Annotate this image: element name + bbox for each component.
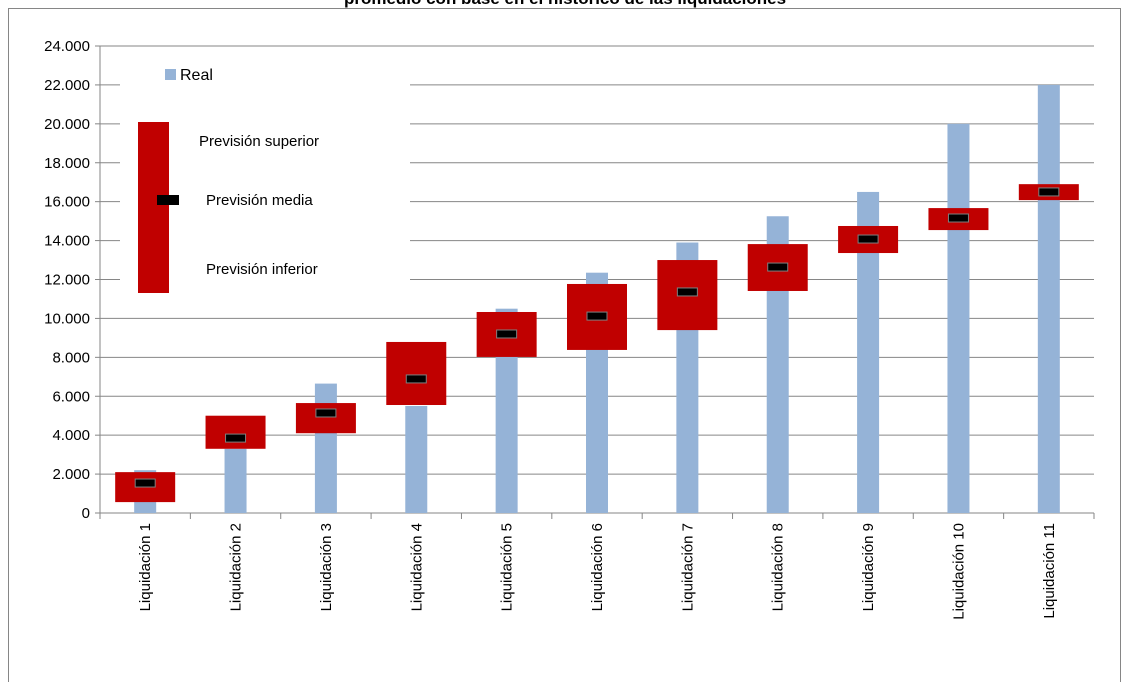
x-tick-label: Liquidación 4: [408, 523, 425, 611]
bar: [1037, 84, 1060, 514]
forecast-mean: [767, 262, 789, 272]
forecast-box: [205, 415, 266, 449]
forecast-mean: [225, 433, 247, 443]
x-tick-label: Liquidación 10: [950, 523, 967, 620]
legend-swatch: [157, 195, 179, 205]
y-tick-label: 12.000: [44, 272, 90, 289]
forecast-box: [295, 403, 356, 434]
y-tick-label: 18.000: [44, 155, 90, 172]
y-tick-label: 24.000: [44, 38, 90, 55]
x-tick-label: Liquidación 9: [860, 523, 877, 611]
bar: [495, 308, 518, 513]
legend-label: Previsión superior: [199, 133, 319, 150]
x-tick-label: Liquidación 6: [589, 523, 606, 611]
y-tick-label: 6.000: [52, 388, 90, 405]
bar: [405, 405, 428, 513]
forecast-box: [386, 341, 447, 406]
forecast-mean: [134, 478, 156, 488]
chart-title: promedio con base en el histórico de las…: [344, 0, 786, 8]
legend-label: Previsión inferior: [206, 261, 318, 278]
forecast-mean: [947, 213, 969, 223]
y-tick-label: 0: [82, 505, 90, 522]
legend-label: Real: [180, 67, 213, 84]
y-tick-label: 14.000: [44, 233, 90, 250]
forecast-mean: [676, 287, 698, 297]
forecast-mean: [496, 329, 518, 339]
x-tick-label: Liquidación 8: [770, 523, 787, 611]
x-tick-label: Liquidación 3: [318, 523, 335, 611]
x-tick-label: Liquidación 1: [137, 523, 154, 611]
y-tick-label: 22.000: [44, 77, 90, 94]
forecast-mean: [857, 234, 879, 244]
forecast-mean: [586, 311, 608, 321]
x-tick-label: Liquidación 2: [228, 523, 245, 611]
bar: [314, 383, 337, 513]
y-tick-label: 10.000: [44, 310, 90, 327]
bar: [224, 448, 247, 513]
forecast-mean: [315, 408, 337, 418]
legend-swatch: [165, 69, 176, 80]
y-tick-label: 4.000: [52, 427, 90, 444]
x-tick-label: Liquidación 7: [679, 523, 696, 611]
forecast-mean: [1038, 187, 1060, 197]
bar: [947, 123, 970, 513]
y-tick-label: 2.000: [52, 466, 90, 483]
legend-swatch: [138, 122, 169, 293]
forecast-mean: [405, 374, 427, 384]
x-tick-label: Liquidación 5: [499, 523, 516, 611]
x-tick-label: Liquidación 11: [1041, 523, 1058, 619]
y-tick-label: 8.000: [52, 349, 90, 366]
y-tick-label: 16.000: [44, 194, 90, 211]
legend-label: Previsión media: [206, 192, 313, 209]
y-tick-label: 20.000: [44, 116, 90, 133]
bar: [857, 191, 880, 513]
